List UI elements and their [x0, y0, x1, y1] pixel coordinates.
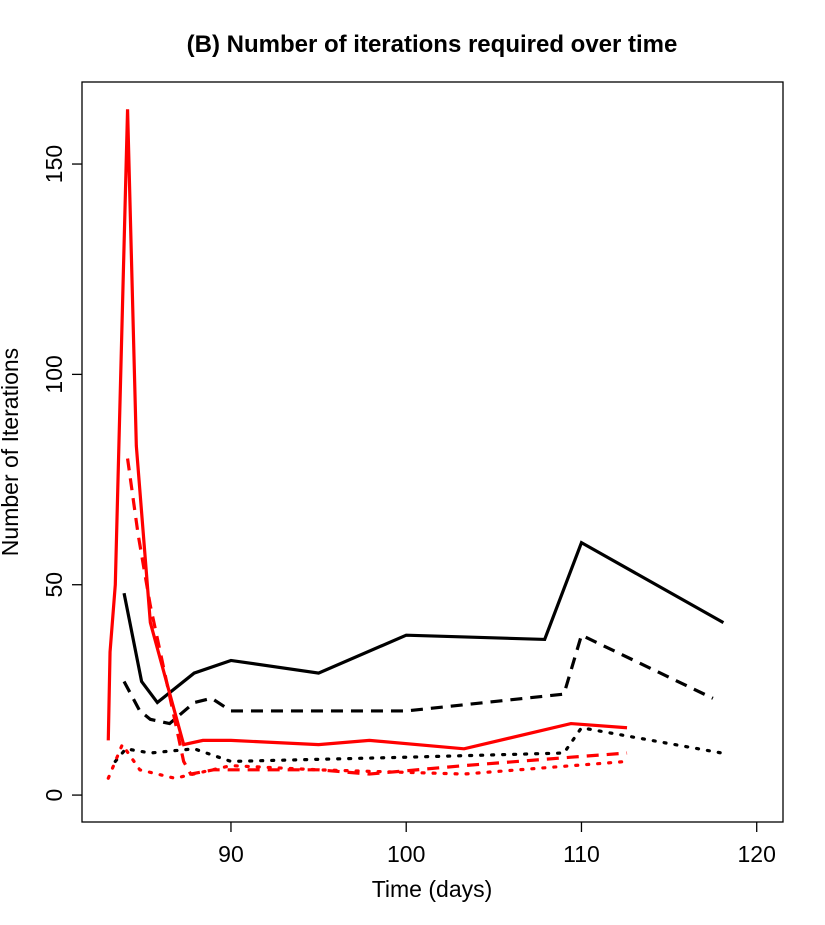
x-tick-label: 100 [387, 841, 425, 867]
series-line [106, 741, 629, 780]
plot-frame [81, 81, 784, 823]
series-line [113, 726, 724, 764]
y-tick-label: 100 [41, 355, 67, 393]
y-tick-label: 150 [41, 145, 67, 183]
y-tick-label: 0 [41, 789, 67, 802]
x-tick-label: 120 [738, 841, 776, 867]
chart-title: (B) Number of iterations required over t… [187, 31, 678, 58]
x-axis-label: Time (days) [372, 876, 493, 902]
series-line [106, 109, 628, 751]
x-tick-label: 110 [563, 841, 600, 867]
series-line [122, 540, 725, 705]
y-tick-label: 50 [41, 572, 67, 598]
y-axis-label: Number of Iterations [0, 348, 23, 556]
series-line [122, 632, 714, 726]
x-tick-label: 90 [218, 841, 244, 867]
